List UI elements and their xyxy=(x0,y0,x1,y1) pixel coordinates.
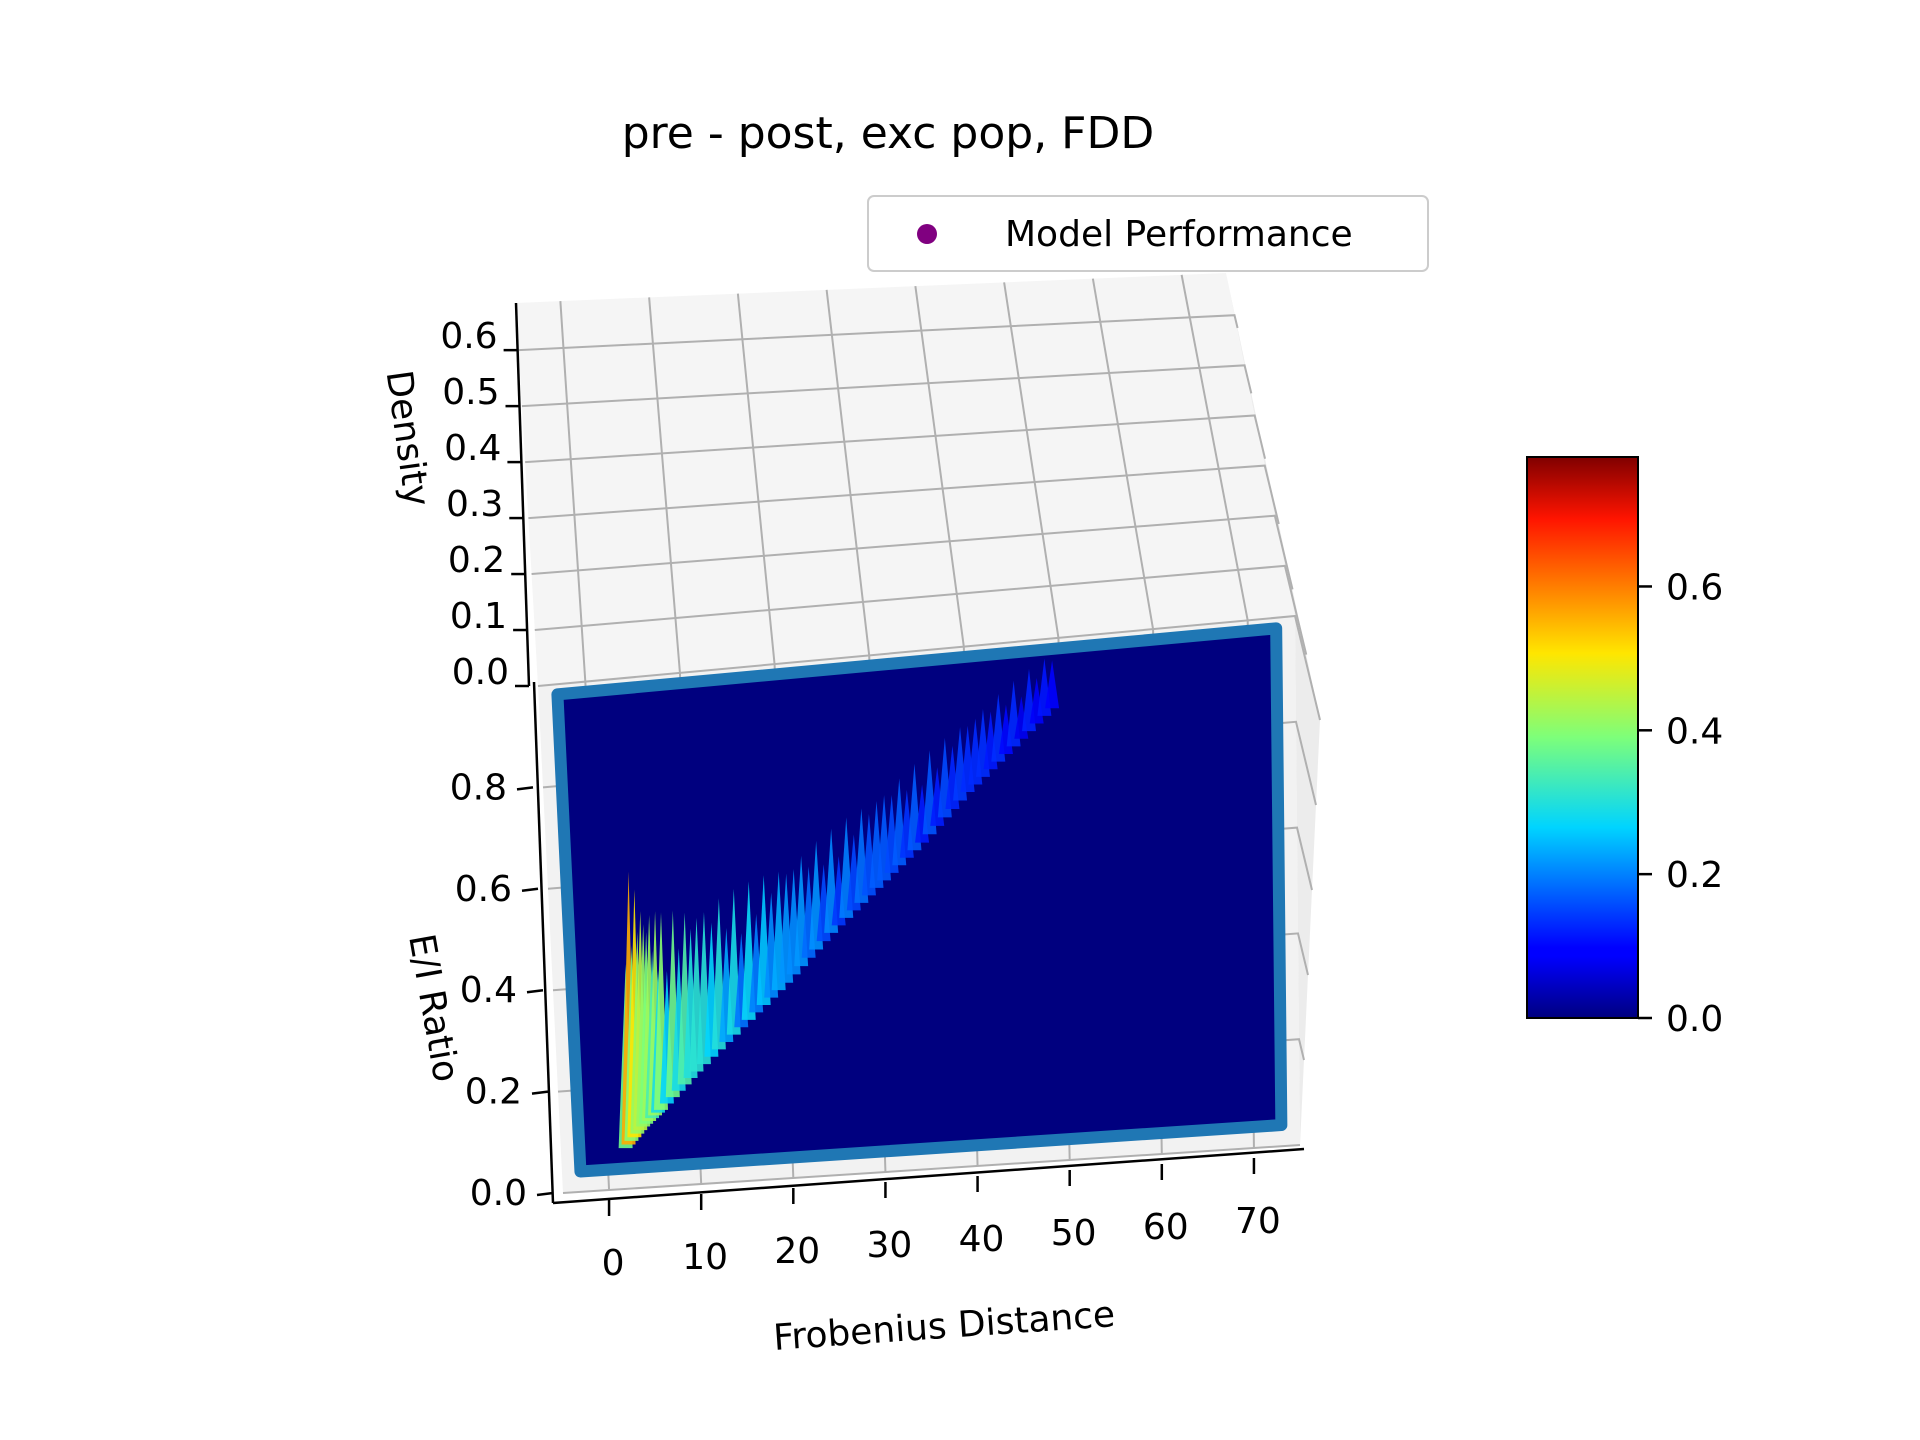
side-pane xyxy=(1226,273,1320,1145)
back-pane xyxy=(516,273,1295,686)
colorbar-gradient xyxy=(1526,456,1639,1019)
tick-labels: 0 10 20 30 40 50 60 70 0.0 0.2 0.4 0.6 0.8 0.0 0.1 0.2 0… xyxy=(440,316,1281,1284)
x-tick-label: 10 xyxy=(682,1237,728,1278)
z-axis-title: Density xyxy=(378,368,438,509)
surface-base xyxy=(551,622,1288,1178)
z-tick-label: 0.3 xyxy=(446,484,503,525)
z-gridline xyxy=(521,364,1253,408)
z-tick-label: 0.5 xyxy=(442,372,499,413)
legend-marker xyxy=(917,224,937,244)
y-gridline xyxy=(562,1144,1301,1194)
y-axis-line xyxy=(532,681,555,1204)
y-tick-label: 0.4 xyxy=(460,970,517,1011)
colorbar-tick-label: 0.4 xyxy=(1666,711,1723,752)
colorbar-tick-label: 0.6 xyxy=(1666,567,1723,608)
colorbar-tick-label: 0.0 xyxy=(1666,999,1723,1040)
x-axis-title: Frobenius Distance xyxy=(772,1294,1116,1359)
z-gridline xyxy=(537,614,1321,721)
x-tick-label: 70 xyxy=(1235,1201,1281,1242)
x-tick-label: 60 xyxy=(1143,1207,1189,1248)
chart-title: pre - post, exc pop, FDD xyxy=(622,108,1155,159)
y-tick-mark xyxy=(531,1090,549,1095)
z-axis-line xyxy=(514,302,531,687)
x-tick-label: 20 xyxy=(774,1231,820,1272)
y-tick-label: 0.6 xyxy=(455,869,512,910)
z-tick-label: 0.1 xyxy=(450,596,507,637)
y-tick-label: 0.2 xyxy=(465,1072,522,1113)
colorbar-tick-label: 0.2 xyxy=(1666,855,1723,896)
z-tick-label: 0.6 xyxy=(440,316,497,357)
z-gridline xyxy=(525,414,1267,464)
z-tick-label: 0.2 xyxy=(448,540,505,581)
x-tick-label: 50 xyxy=(1051,1213,1097,1254)
z-gridline xyxy=(531,514,1294,590)
z-gridline xyxy=(528,464,1280,525)
y-tick-mark xyxy=(516,786,534,791)
x-axis-line xyxy=(552,1147,1305,1205)
y-axis-title: E/I Ratio xyxy=(400,931,466,1085)
colorbar-ticks: 0.0 0.2 0.4 0.6 xyxy=(1638,567,1723,1040)
y-tick-mark xyxy=(536,1191,554,1197)
y-tick-label: 0.8 xyxy=(450,767,507,808)
z-gridline xyxy=(518,314,1239,352)
legend-label: Model Performance xyxy=(1005,214,1353,255)
colorbar: 0.0 0.2 0.4 0.6 xyxy=(1526,456,1723,1040)
z-tick-label: 0.0 xyxy=(452,652,509,693)
ridge-spike xyxy=(1045,660,1060,709)
axes-lines xyxy=(514,302,1305,1205)
density-surface xyxy=(551,622,1288,1178)
x-tick-label: 30 xyxy=(867,1225,913,1266)
y-tick-label: 0.0 xyxy=(470,1173,527,1214)
legend-box xyxy=(867,195,1429,272)
legend: Model Performance xyxy=(867,195,1429,272)
z-tick-label: 0.4 xyxy=(444,428,501,469)
x-tick-label: 0 xyxy=(602,1243,625,1284)
z-gridline xyxy=(534,564,1308,655)
y-tick-mark xyxy=(521,887,539,893)
x-tick-label: 40 xyxy=(959,1219,1005,1260)
y-tick-mark xyxy=(526,988,544,994)
